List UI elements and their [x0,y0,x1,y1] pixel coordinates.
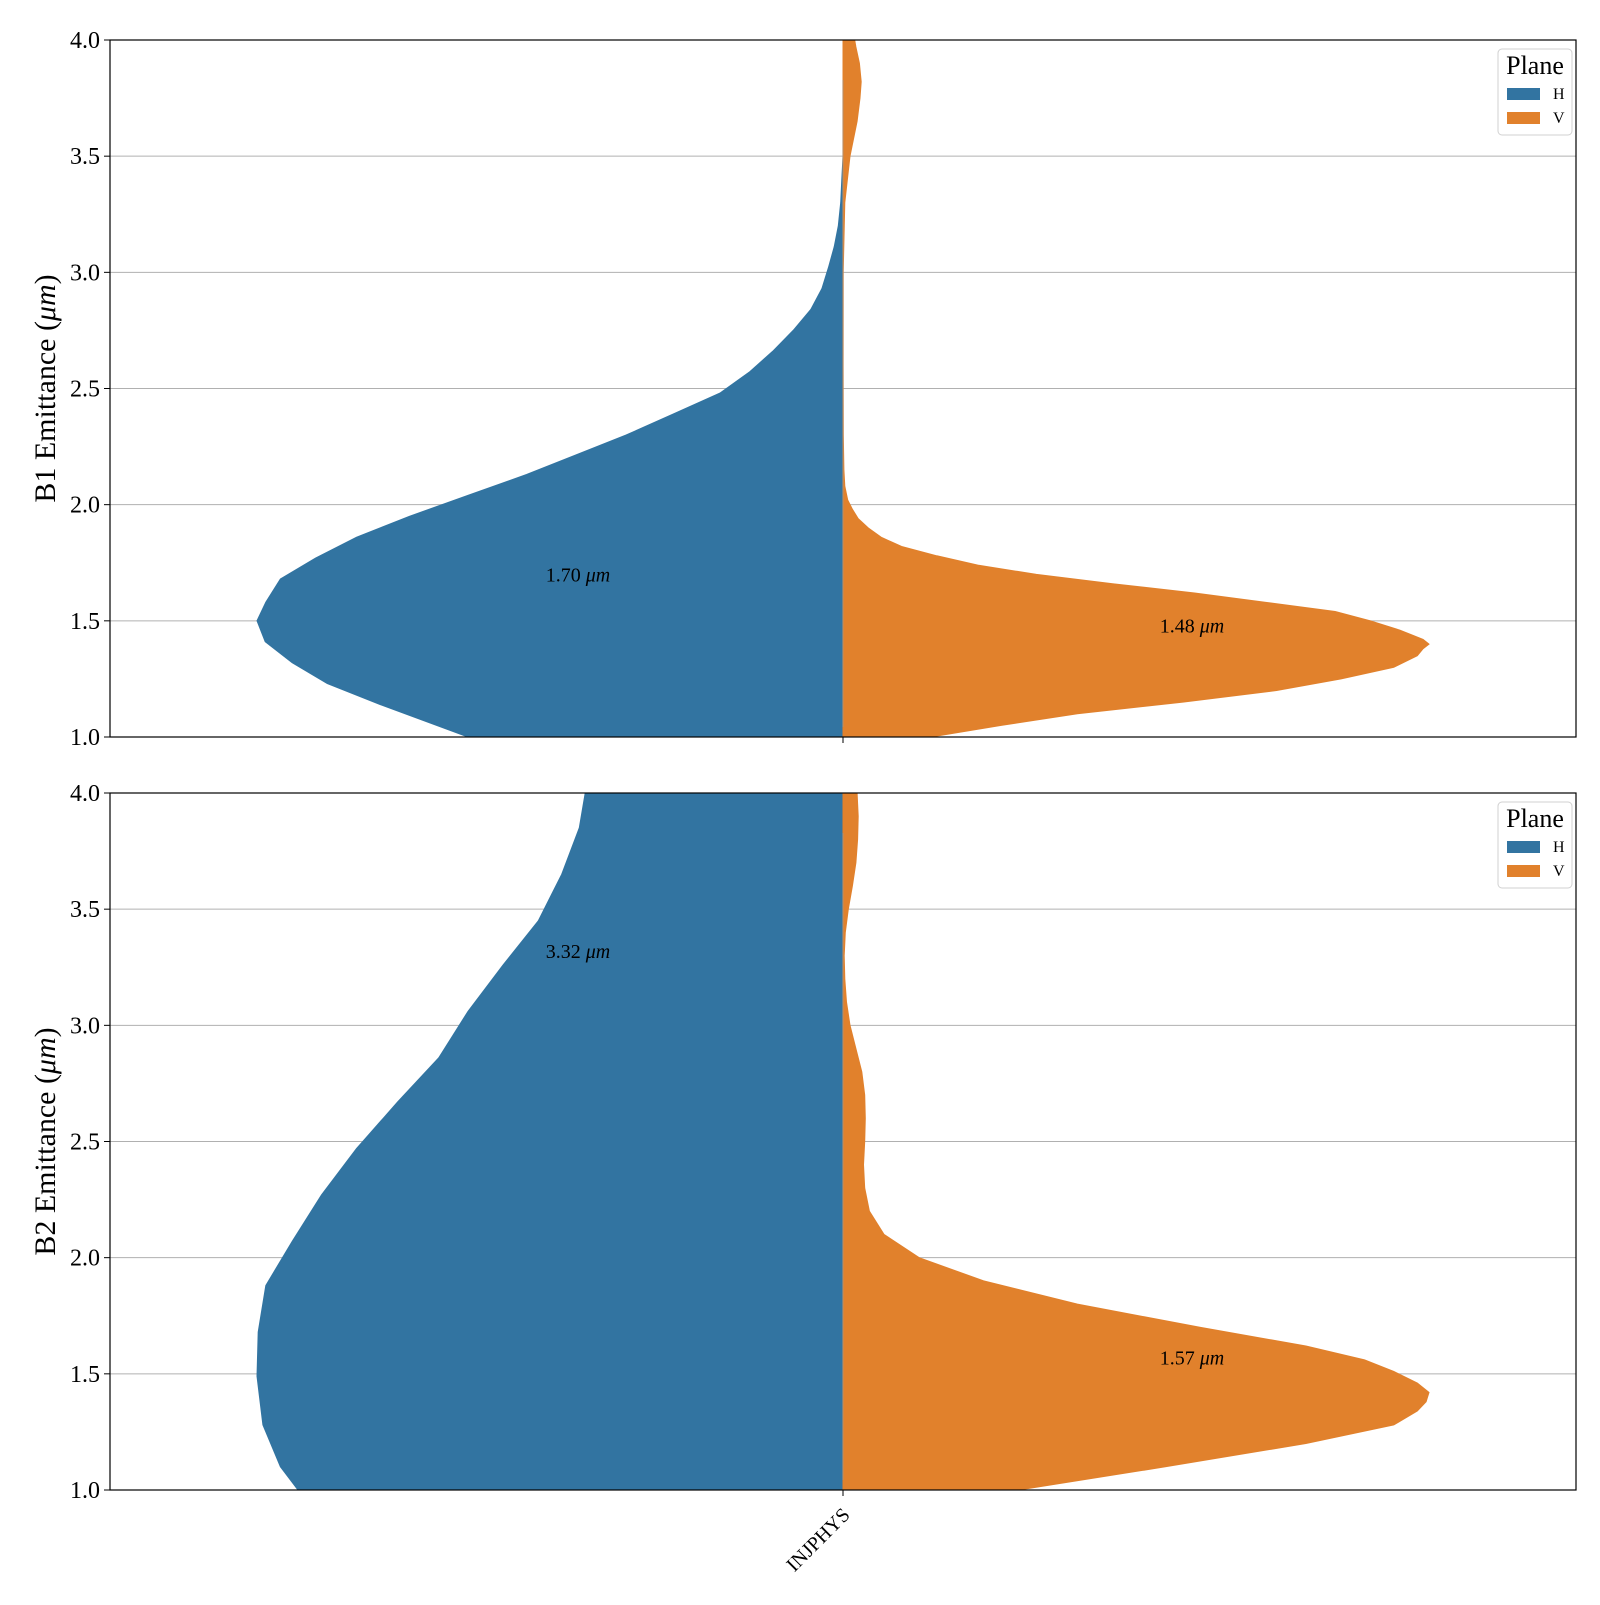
y-tick-label: 3.5 [70,144,100,170]
chart-panel-2: 3.32 μm 1.57 μm 1.0 1.5 2.0 2.5 3.0 3.5 4.0 INJPH… [29,781,1577,1576]
legend-label-h: H [1553,839,1565,856]
legend: Plane HV [1497,801,1573,889]
legend-swatch-v [1507,865,1540,877]
legend-swatch-v [1507,112,1540,124]
y-axis-label: B1 Emittance (μm) [29,274,62,502]
y-tick-label: 1.0 [70,1478,100,1504]
annotation-h: 3.32 μm [546,941,610,963]
y-tick-label: 4.0 [70,28,100,54]
violin-group [256,793,1430,1490]
y-tick-label: 1.5 [70,609,100,635]
y-tick-label: 1.5 [70,1362,100,1388]
y-tick-label: 4.0 [70,781,100,807]
x-tick-label: INJPHYS [782,1504,854,1576]
chart-panel-1: 1.70 μm 1.48 μm 1.0 1.5 2.0 2.5 3.0 3.5 4.0 B1 Em… [29,28,1577,751]
legend-label-v: V [1553,110,1565,127]
y-tick-label: 3.0 [70,260,100,286]
violin-half-v [842,793,1430,1490]
annotation-v: 1.57 μm [1160,1348,1224,1370]
y-tick-label: 3.0 [70,1013,100,1039]
legend-title: Plane [1506,804,1564,833]
y-axis-label: B2 Emittance (μm) [29,1027,62,1255]
legend-title: Plane [1506,51,1564,80]
violin-half-v [842,40,1430,737]
y-tick-label: 2.0 [70,1246,100,1272]
legend-swatch-h [1507,841,1540,853]
legend-label-v: V [1553,863,1565,880]
y-tick-label: 2.0 [70,493,100,519]
y-tick-label: 1.0 [70,725,100,751]
y-tick-label: 3.5 [70,897,100,923]
violin-half-h [256,156,844,737]
annotation-v: 1.48 μm [1160,615,1224,637]
legend-swatch-h [1507,88,1540,100]
annotation-h: 1.70 μm [546,564,610,586]
y-tick-label: 2.5 [70,1130,100,1156]
y-tick-label: 2.5 [70,377,100,403]
violin-group [256,40,1430,737]
legend: Plane HV [1497,48,1573,136]
legend-label-h: H [1553,86,1565,103]
violin-half-h [256,793,844,1490]
